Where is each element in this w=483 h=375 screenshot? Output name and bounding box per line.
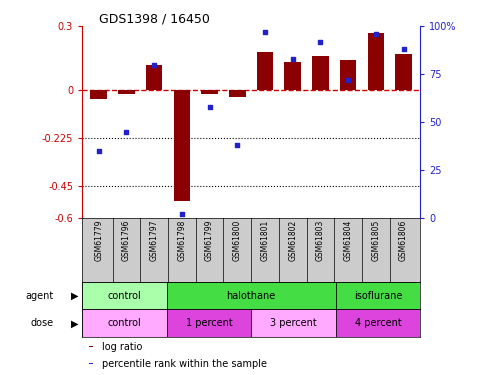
Text: control: control: [108, 291, 141, 301]
Bar: [340, 60, 356, 90]
Point: [289, 56, 297, 62]
Text: control: control: [108, 318, 141, 328]
Text: GSM61800: GSM61800: [233, 220, 242, 261]
Bar: [173, 90, 190, 201]
Bar: [284, 63, 301, 90]
Point: [372, 31, 380, 37]
Bar: [89, 346, 93, 347]
Bar: [368, 33, 384, 90]
Bar: [82, 309, 167, 337]
Bar: [167, 282, 336, 309]
Point: [206, 104, 213, 110]
Text: GSM61779: GSM61779: [94, 220, 103, 261]
Text: 3 percent: 3 percent: [270, 318, 317, 328]
Bar: [146, 64, 162, 90]
Text: dose: dose: [30, 318, 53, 328]
Text: GSM61804: GSM61804: [344, 220, 353, 261]
Bar: [336, 309, 420, 337]
Text: 4 percent: 4 percent: [355, 318, 401, 328]
Point: [123, 129, 130, 135]
Text: 1 percent: 1 percent: [185, 318, 232, 328]
Text: GSM61796: GSM61796: [122, 220, 131, 261]
Bar: [89, 363, 93, 364]
Bar: [336, 282, 420, 309]
Point: [316, 39, 324, 45]
Text: ▶: ▶: [71, 318, 79, 328]
Bar: [256, 52, 273, 90]
Point: [150, 62, 158, 68]
Text: GSM61806: GSM61806: [399, 220, 408, 261]
Bar: [90, 90, 107, 99]
Point: [400, 46, 408, 52]
Text: ▶: ▶: [71, 291, 79, 301]
Point: [233, 142, 241, 148]
Text: GSM61797: GSM61797: [150, 220, 158, 261]
Bar: [229, 90, 246, 96]
Point: [344, 77, 352, 83]
Text: percentile rank within the sample: percentile rank within the sample: [102, 359, 268, 369]
Point: [95, 148, 102, 154]
Bar: [201, 90, 218, 94]
Bar: [82, 282, 167, 309]
Bar: [118, 90, 135, 94]
Bar: [395, 54, 412, 90]
Text: GSM61805: GSM61805: [371, 220, 381, 261]
Text: GSM61802: GSM61802: [288, 220, 297, 261]
Bar: [312, 56, 329, 90]
Text: GSM61798: GSM61798: [177, 220, 186, 261]
Point: [178, 211, 186, 217]
Text: GSM61801: GSM61801: [260, 220, 270, 261]
Bar: [167, 309, 251, 337]
Point: [261, 29, 269, 35]
Bar: [251, 309, 336, 337]
Text: halothane: halothane: [227, 291, 276, 301]
Text: log ratio: log ratio: [102, 342, 143, 352]
Text: GDS1398 / 16450: GDS1398 / 16450: [99, 12, 210, 25]
Text: GSM61799: GSM61799: [205, 220, 214, 261]
Text: isoflurane: isoflurane: [354, 291, 402, 301]
Text: agent: agent: [25, 291, 53, 301]
Text: GSM61803: GSM61803: [316, 220, 325, 261]
